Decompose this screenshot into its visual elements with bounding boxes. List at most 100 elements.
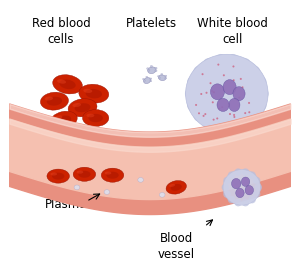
Ellipse shape: [253, 177, 260, 184]
Ellipse shape: [233, 116, 236, 118]
Text: Red blood
cells: Red blood cells: [32, 17, 90, 46]
Ellipse shape: [213, 91, 215, 93]
Ellipse shape: [171, 184, 182, 191]
Ellipse shape: [203, 118, 214, 129]
Ellipse shape: [79, 84, 109, 103]
Ellipse shape: [241, 177, 250, 186]
Ellipse shape: [232, 79, 235, 81]
Ellipse shape: [73, 167, 96, 181]
Ellipse shape: [255, 76, 266, 87]
Ellipse shape: [236, 188, 244, 198]
Ellipse shape: [148, 69, 150, 71]
Ellipse shape: [75, 103, 91, 112]
Ellipse shape: [240, 78, 242, 80]
Ellipse shape: [105, 172, 111, 175]
Ellipse shape: [228, 196, 235, 203]
Ellipse shape: [47, 97, 62, 106]
Ellipse shape: [45, 97, 53, 101]
Ellipse shape: [142, 78, 145, 80]
Ellipse shape: [209, 82, 211, 84]
Ellipse shape: [227, 54, 239, 65]
Ellipse shape: [249, 110, 260, 121]
Ellipse shape: [165, 75, 167, 77]
Ellipse shape: [254, 184, 262, 191]
Ellipse shape: [185, 88, 196, 99]
Ellipse shape: [187, 100, 198, 111]
Ellipse shape: [194, 66, 205, 77]
Ellipse shape: [161, 73, 163, 75]
Ellipse shape: [59, 79, 76, 89]
Ellipse shape: [213, 91, 214, 93]
Ellipse shape: [202, 115, 205, 117]
Ellipse shape: [217, 98, 229, 111]
Ellipse shape: [242, 86, 244, 88]
Ellipse shape: [68, 99, 97, 117]
Ellipse shape: [215, 122, 226, 133]
Ellipse shape: [198, 112, 200, 114]
Ellipse shape: [186, 54, 268, 133]
Ellipse shape: [212, 101, 214, 103]
Ellipse shape: [144, 78, 151, 84]
Ellipse shape: [216, 117, 218, 120]
Ellipse shape: [217, 64, 219, 66]
Ellipse shape: [223, 80, 236, 95]
Ellipse shape: [244, 120, 246, 122]
Ellipse shape: [82, 110, 109, 126]
Ellipse shape: [233, 87, 245, 101]
Ellipse shape: [169, 184, 175, 187]
Ellipse shape: [52, 173, 64, 180]
Ellipse shape: [211, 90, 213, 92]
Ellipse shape: [223, 190, 231, 198]
Ellipse shape: [248, 196, 256, 203]
Ellipse shape: [195, 104, 197, 106]
Ellipse shape: [232, 178, 241, 189]
Ellipse shape: [239, 118, 250, 129]
Ellipse shape: [104, 190, 110, 194]
Ellipse shape: [242, 168, 249, 176]
Ellipse shape: [88, 114, 103, 122]
Ellipse shape: [242, 199, 249, 206]
Ellipse shape: [76, 171, 83, 174]
Ellipse shape: [106, 172, 119, 179]
Ellipse shape: [50, 172, 57, 176]
Ellipse shape: [215, 54, 226, 65]
Ellipse shape: [218, 107, 220, 110]
Ellipse shape: [150, 80, 152, 82]
Ellipse shape: [72, 103, 81, 107]
Ellipse shape: [78, 171, 91, 178]
Ellipse shape: [210, 84, 224, 100]
Ellipse shape: [255, 100, 266, 111]
Ellipse shape: [222, 184, 229, 191]
Ellipse shape: [54, 115, 62, 119]
Ellipse shape: [53, 75, 82, 94]
Ellipse shape: [202, 73, 204, 75]
Ellipse shape: [238, 97, 240, 98]
Ellipse shape: [138, 177, 143, 182]
Ellipse shape: [165, 77, 167, 79]
Ellipse shape: [204, 113, 206, 115]
Ellipse shape: [74, 185, 80, 190]
Ellipse shape: [155, 67, 157, 69]
Ellipse shape: [257, 88, 269, 99]
Polygon shape: [10, 104, 290, 215]
Ellipse shape: [200, 93, 202, 95]
Ellipse shape: [229, 113, 231, 115]
Ellipse shape: [50, 111, 77, 129]
Text: Platelets: Platelets: [126, 17, 177, 30]
Ellipse shape: [244, 112, 246, 114]
Ellipse shape: [159, 192, 165, 197]
Ellipse shape: [248, 111, 250, 113]
Ellipse shape: [227, 122, 239, 133]
Ellipse shape: [194, 110, 205, 121]
Ellipse shape: [56, 116, 71, 124]
Ellipse shape: [150, 78, 152, 79]
Ellipse shape: [233, 114, 235, 116]
Ellipse shape: [57, 79, 66, 84]
Ellipse shape: [248, 102, 250, 104]
Ellipse shape: [146, 76, 148, 78]
Ellipse shape: [223, 169, 260, 205]
Ellipse shape: [248, 171, 256, 179]
Ellipse shape: [203, 58, 214, 69]
Ellipse shape: [148, 67, 156, 74]
Ellipse shape: [150, 65, 153, 67]
